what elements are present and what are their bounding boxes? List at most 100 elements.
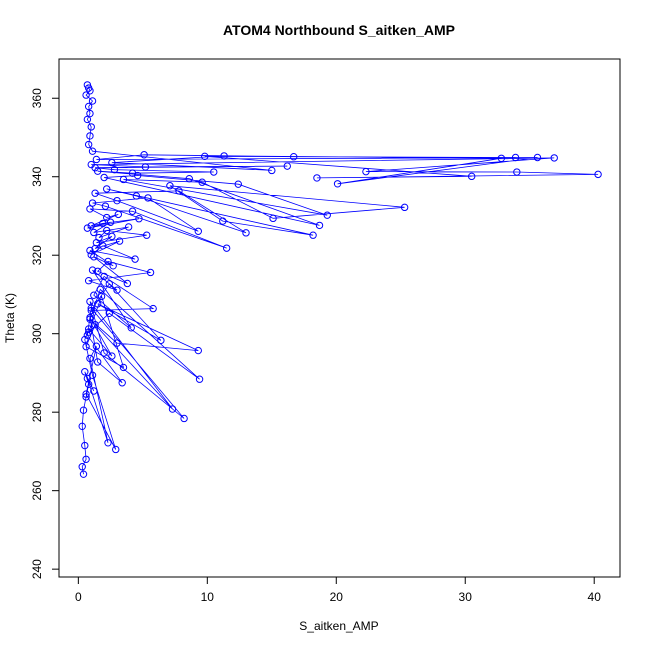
- data-point: [88, 199, 97, 207]
- data-point: [96, 285, 104, 294]
- x-tick-label: 0: [75, 590, 82, 604]
- data-point: [112, 445, 120, 454]
- data-point: [86, 246, 94, 255]
- data-point: [144, 194, 152, 202]
- data-point: [194, 227, 202, 235]
- data-point: [87, 306, 95, 315]
- y-tick-label: 360: [30, 88, 44, 108]
- data-point: [84, 140, 93, 149]
- data-point: [83, 374, 92, 383]
- plot-frame: [58, 58, 621, 578]
- data-point: [115, 237, 124, 245]
- data-point: [90, 387, 98, 395]
- data-point: [124, 223, 133, 231]
- data-point: [93, 267, 102, 276]
- data-point: [513, 168, 521, 176]
- x-tick-label: 30: [459, 590, 473, 604]
- data-point: [103, 226, 111, 235]
- data-point: [362, 167, 370, 176]
- x-tick-label: 40: [588, 590, 602, 604]
- data-point: [87, 304, 95, 312]
- data-point: [283, 162, 291, 170]
- data-point: [81, 441, 89, 450]
- data-point: [511, 153, 520, 162]
- data-point: [219, 217, 227, 225]
- data-point: [269, 214, 277, 223]
- data-point: [103, 213, 111, 222]
- data-point: [100, 349, 108, 357]
- data-point: [114, 210, 123, 219]
- data-point: [90, 291, 98, 299]
- data-point: [100, 173, 108, 182]
- data-point: [86, 205, 94, 213]
- data-point: [79, 406, 88, 414]
- data-point: [108, 352, 116, 360]
- data-point: [290, 153, 298, 161]
- data-point: [166, 182, 174, 190]
- data-point: [533, 153, 542, 162]
- y-tick-label: 240: [30, 559, 44, 579]
- x-tick-label: 10: [201, 590, 215, 604]
- data-point: [86, 297, 94, 306]
- data-point: [242, 229, 250, 237]
- data-point: [106, 218, 115, 226]
- data-point: [88, 147, 97, 155]
- data-point: [83, 115, 92, 124]
- data-point: [128, 169, 137, 177]
- data-point: [323, 211, 331, 219]
- data-point: [84, 102, 93, 111]
- data-point: [149, 304, 157, 313]
- data-point: [132, 192, 141, 200]
- x-axis-label: S_aitken_AMP: [299, 619, 378, 633]
- data-point: [127, 324, 135, 332]
- data-point: [194, 346, 202, 355]
- data-point: [119, 363, 128, 372]
- data-point: [90, 228, 98, 237]
- data-point: [108, 158, 116, 167]
- data-point: [168, 405, 177, 413]
- y-tick-label: 280: [30, 402, 44, 422]
- data-point: [86, 109, 94, 118]
- data-point: [99, 219, 107, 228]
- data-point: [93, 358, 102, 366]
- data-point: [113, 286, 121, 294]
- data-point: [594, 170, 602, 179]
- data-point: [83, 81, 92, 89]
- data-point: [82, 390, 90, 398]
- data-point: [88, 371, 97, 379]
- data-point: [119, 175, 128, 184]
- data-layer: [78, 81, 602, 478]
- series-line: [81, 84, 599, 475]
- data-point: [118, 379, 126, 387]
- data-point: [88, 97, 97, 105]
- chart-title: ATOM4 Northbound S_aitken_AMP: [223, 22, 455, 38]
- data-point: [113, 339, 121, 347]
- data-point: [497, 154, 506, 162]
- data-point: [220, 152, 228, 160]
- data-point: [180, 414, 188, 423]
- data-point: [113, 196, 121, 205]
- data-point: [79, 470, 88, 478]
- data-point: [92, 342, 101, 350]
- data-point: [141, 163, 150, 171]
- data-point: [140, 151, 148, 159]
- y-tick-label: 300: [30, 323, 44, 343]
- data-point: [105, 280, 113, 288]
- data-point: [87, 222, 95, 230]
- data-point: [467, 172, 476, 181]
- data-point: [315, 221, 324, 230]
- data-point: [87, 251, 95, 259]
- data-point: [550, 154, 558, 162]
- data-point: [128, 207, 137, 215]
- x-axis: 0 10 20 30 40: [75, 577, 601, 604]
- data-point: [222, 244, 231, 252]
- data-point: [195, 375, 204, 383]
- data-point: [86, 315, 94, 323]
- data-point: [88, 266, 97, 274]
- data-point: [313, 174, 321, 182]
- data-point: [146, 268, 155, 277]
- data-point: [95, 233, 103, 242]
- data-point: [110, 165, 119, 174]
- data-point: [210, 168, 218, 176]
